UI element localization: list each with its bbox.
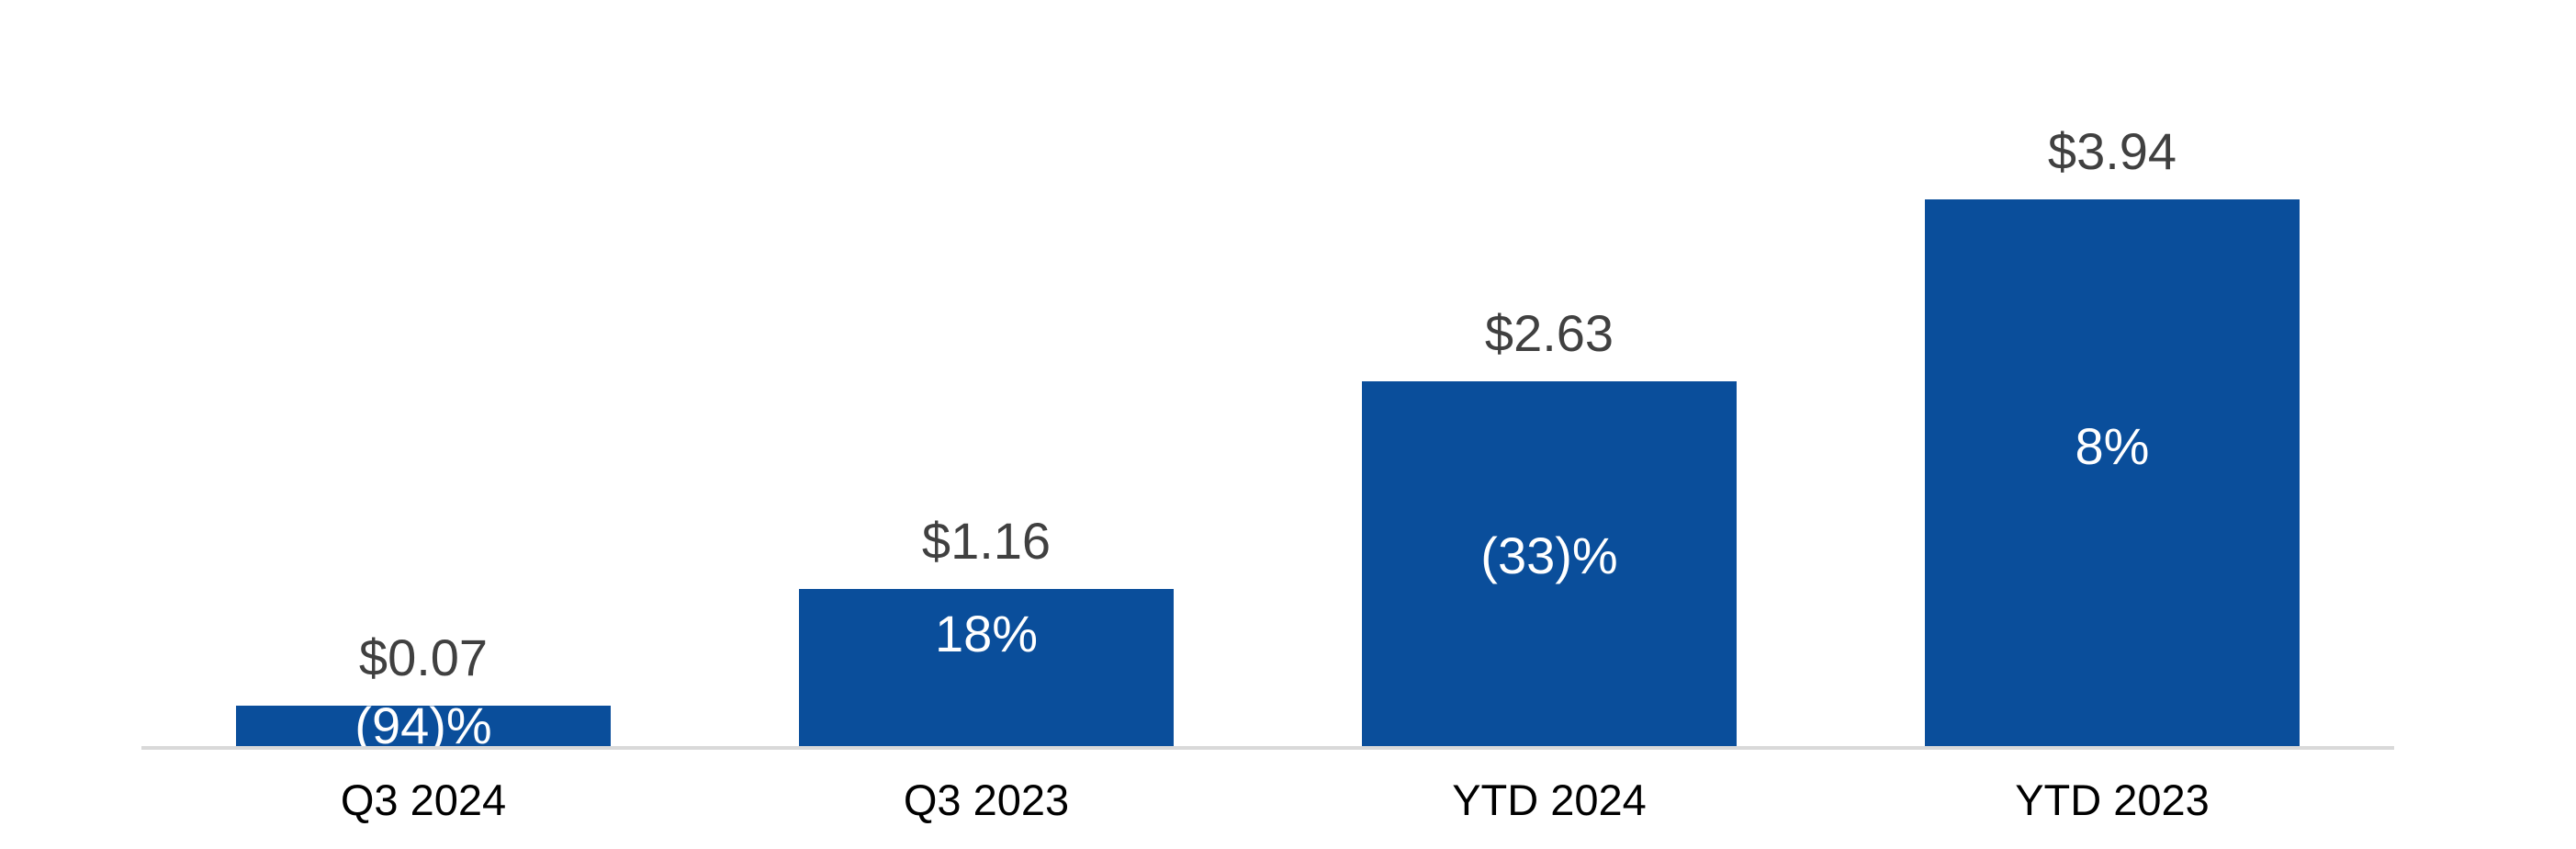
value-label: $2.63 [1484,304,1614,362]
x-axis-line [141,746,2394,750]
category-label: Q3 2024 [340,775,507,824]
bar-group-ytd-2023: $3.94 8% YTD 2023 [1925,0,2300,849]
bar: (94)% [236,697,611,754]
bar-group-q3-2023: $1.16 18% Q3 2023 [799,0,1174,849]
bar: 8% [1925,199,2300,746]
bar: (33)% [1362,381,1737,746]
value-label: $0.07 [358,628,489,686]
bar-group-ytd-2024: $2.63 (33)% YTD 2024 [1362,0,1737,849]
value-label: $1.16 [921,512,1052,570]
value-label: $3.94 [2047,122,2177,180]
category-label: YTD 2023 [2015,775,2210,824]
pct-change-label: (33)% [1480,526,1618,584]
pct-change-label: 18% [934,605,1039,662]
category-label: Q3 2023 [903,775,1070,824]
category-label: YTD 2024 [1452,775,1647,824]
bar: 18% [799,589,1174,746]
bar-group-q3-2024: $0.07 (94)% Q3 2024 [236,0,611,849]
pct-change-label: (94)% [354,696,492,754]
pct-change-label: 8% [2075,417,2150,475]
